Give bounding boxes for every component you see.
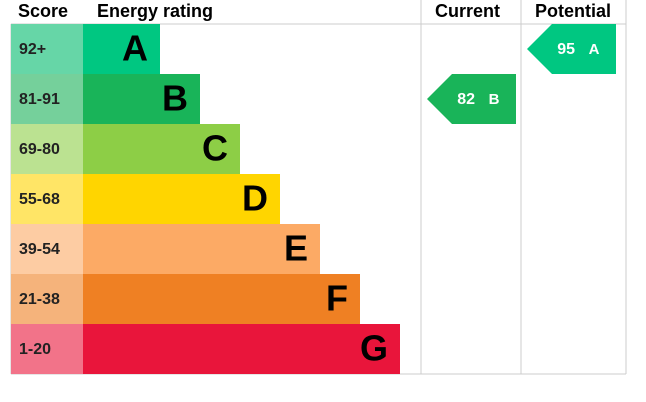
- band-bar: [83, 124, 240, 174]
- header-potential: Potential: [535, 1, 611, 21]
- score-cell: [11, 24, 83, 74]
- score-label: 92+: [19, 41, 46, 58]
- score-cell: [11, 324, 83, 374]
- band-letter: A: [122, 28, 148, 69]
- score-label: 1-20: [19, 341, 51, 358]
- band-letter: C: [202, 128, 228, 169]
- potential-arrow: [527, 24, 616, 74]
- header-rating: Energy rating: [97, 1, 213, 21]
- score-cell: [11, 274, 83, 324]
- band-bar: [83, 274, 360, 324]
- potential-value: 95: [557, 41, 575, 58]
- score-label: 21-38: [19, 291, 60, 308]
- header-current: Current: [435, 1, 500, 21]
- band-bar: [83, 74, 200, 124]
- score-label: 69-80: [19, 141, 60, 158]
- score-cell: [11, 224, 83, 274]
- current-letter: B: [489, 91, 500, 108]
- score-label: 55-68: [19, 191, 60, 208]
- score-label: 39-54: [19, 241, 60, 258]
- score-cell: [11, 124, 83, 174]
- current-value: 82: [457, 91, 475, 108]
- score-cell: [11, 74, 83, 124]
- current-arrow: [427, 74, 516, 124]
- band-letter: D: [242, 178, 268, 219]
- band-letter: G: [360, 328, 388, 369]
- potential-letter: A: [589, 41, 600, 58]
- band-bar: [83, 324, 400, 374]
- band-bar: [83, 224, 320, 274]
- band-letter: E: [284, 228, 308, 269]
- header-score: Score: [18, 1, 68, 21]
- band-letter: F: [326, 278, 348, 319]
- band-bar: [83, 174, 280, 224]
- score-cell: [11, 174, 83, 224]
- score-label: 81-91: [19, 91, 60, 108]
- band-bar: [83, 24, 160, 74]
- band-letter: B: [162, 78, 188, 119]
